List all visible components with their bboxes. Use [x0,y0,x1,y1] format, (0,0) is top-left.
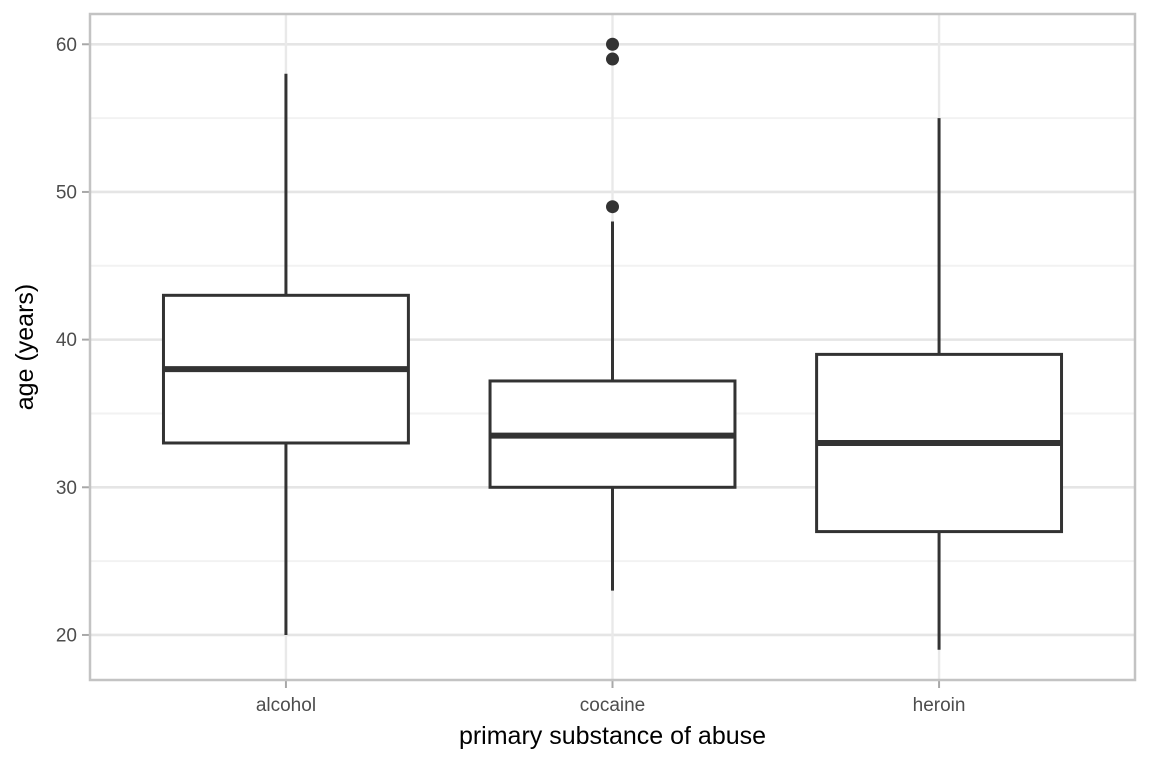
boxplot-alcohol [161,73,410,635]
data-layer [161,37,1064,650]
y-tick-label: 40 [56,330,77,351]
x-tick-label: alcohol [256,695,316,716]
y-tick-label: 60 [56,35,77,56]
tick-layer: 20 30 40 50 60 alcohol cocaine heroin [56,35,966,716]
y-tick-label: 30 [56,478,77,499]
boxplot-heroin [815,118,1064,650]
y-tick-label: 50 [56,182,77,203]
boxplot-cocaine [488,37,737,591]
x-tick-label: cocaine [580,695,646,716]
panel-border [88,12,1137,682]
outlier-dot [606,200,619,214]
outlier-dot [606,52,619,66]
y-tick-label: 20 [56,625,77,646]
x-tick-label: heroin [913,695,966,716]
y-axis-title: age (years) [11,284,39,410]
outlier-dot [606,37,619,51]
x-axis-title: primary substance of abuse [459,722,766,750]
